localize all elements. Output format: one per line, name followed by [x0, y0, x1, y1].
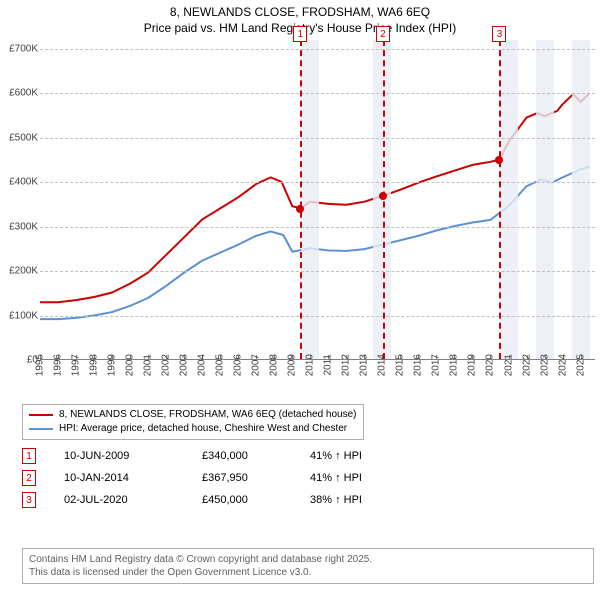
sale-delta: 41% ↑ HPI: [310, 450, 400, 462]
sale-index-box: 1: [22, 448, 36, 464]
legend-item: 8, NEWLANDS CLOSE, FRODSHAM, WA6 6EQ (de…: [29, 408, 357, 422]
sale-delta: 41% ↑ HPI: [310, 472, 400, 484]
legend-swatch: [29, 414, 53, 416]
y-gridline: [40, 182, 595, 183]
sale-date: 10-JUN-2009: [64, 450, 174, 462]
shaded-band: [499, 40, 517, 359]
y-gridline: [40, 49, 595, 50]
x-axis-label: 2003: [179, 354, 190, 376]
attribution-footer: Contains HM Land Registry data © Crown c…: [22, 548, 594, 584]
table-row: 2 10-JAN-2014 £367,950 41% ↑ HPI: [22, 467, 400, 489]
sale-marker-box: 2: [376, 26, 390, 42]
plot-region: £0£100K£200K£300K£400K£500K£600K£700K199…: [40, 40, 595, 360]
title-address: 8, NEWLANDS CLOSE, FRODSHAM, WA6 6EQ: [0, 4, 600, 20]
x-axis-label: 2023: [539, 354, 550, 376]
y-axis-label: £200K: [0, 266, 38, 277]
x-axis-label: 1997: [71, 354, 82, 376]
x-axis-label: 2015: [395, 354, 406, 376]
sale-dot: [379, 192, 387, 200]
legend-label: 8, NEWLANDS CLOSE, FRODSHAM, WA6 6EQ (de…: [59, 408, 357, 422]
y-axis-label: £300K: [0, 221, 38, 232]
x-axis-label: 2007: [251, 354, 262, 376]
table-row: 1 10-JUN-2009 £340,000 41% ↑ HPI: [22, 445, 400, 467]
x-axis-label: 1998: [89, 354, 100, 376]
footer-line: Contains HM Land Registry data © Crown c…: [29, 553, 587, 566]
x-axis-label: 2008: [269, 354, 280, 376]
y-gridline: [40, 138, 595, 139]
x-axis-label: 2005: [215, 354, 226, 376]
sale-date: 02-JUL-2020: [64, 494, 174, 506]
y-gridline: [40, 271, 595, 272]
x-axis-label: 2021: [503, 354, 514, 376]
sale-marker-box: 1: [293, 26, 307, 42]
sale-price: £340,000: [202, 450, 282, 462]
x-axis-label: 1995: [35, 354, 46, 376]
legend: 8, NEWLANDS CLOSE, FRODSHAM, WA6 6EQ (de…: [22, 404, 364, 440]
sale-index-box: 3: [22, 492, 36, 508]
x-axis-label: 2006: [233, 354, 244, 376]
y-axis-label: £700K: [0, 43, 38, 54]
sale-marker-box: 3: [492, 26, 506, 42]
footer-line: This data is licensed under the Open Gov…: [29, 566, 587, 579]
y-gridline: [40, 93, 595, 94]
shaded-band: [301, 40, 319, 359]
sale-dot: [495, 156, 503, 164]
x-axis-label: 2001: [143, 354, 154, 376]
y-axis-label: £400K: [0, 177, 38, 188]
sale-index-box: 2: [22, 470, 36, 486]
x-axis-label: 2017: [431, 354, 442, 376]
y-axis-label: £500K: [0, 132, 38, 143]
x-axis-label: 2020: [485, 354, 496, 376]
y-gridline: [40, 227, 595, 228]
sales-table: 1 10-JUN-2009 £340,000 41% ↑ HPI 2 10-JA…: [22, 445, 400, 511]
x-axis-label: 2012: [341, 354, 352, 376]
y-axis-label: £600K: [0, 88, 38, 99]
sale-date: 10-JAN-2014: [64, 472, 174, 484]
legend-swatch: [29, 428, 53, 430]
sale-delta: 38% ↑ HPI: [310, 494, 400, 506]
sale-dot: [296, 205, 304, 213]
x-axis-label: 2016: [413, 354, 424, 376]
sale-marker-line: [499, 40, 501, 359]
x-axis-label: 1996: [53, 354, 64, 376]
shaded-band: [536, 40, 554, 359]
chart-area: £0 £100K £200K £300K £400K £500K £600K £700K 199…: [0, 40, 600, 400]
x-axis-label: 2004: [197, 354, 208, 376]
figure-container: 8, NEWLANDS CLOSE, FRODSHAM, WA6 6EQ Pri…: [0, 0, 600, 590]
table-row: 3 02-JUL-2020 £450,000 38% ↑ HPI: [22, 489, 400, 511]
x-axis-label: 2000: [125, 354, 136, 376]
x-axis-label: 2009: [287, 354, 298, 376]
sale-price: £450,000: [202, 494, 282, 506]
y-axis-label: £0: [0, 355, 38, 366]
sale-marker-line: [300, 40, 302, 359]
y-gridline: [40, 316, 595, 317]
x-axis-label: 2025: [575, 354, 586, 376]
x-axis-label: 2002: [161, 354, 172, 376]
x-axis-label: 2018: [449, 354, 460, 376]
x-axis-label: 2013: [359, 354, 370, 376]
x-axis-label: 2010: [305, 354, 316, 376]
shaded-band: [572, 40, 590, 359]
x-axis-label: 1999: [107, 354, 118, 376]
sale-price: £367,950: [202, 472, 282, 484]
y-axis-label: £100K: [0, 310, 38, 321]
x-axis-label: 2024: [557, 354, 568, 376]
x-axis-label: 2019: [467, 354, 478, 376]
x-axis-label: 2022: [521, 354, 532, 376]
legend-label: HPI: Average price, detached house, Ches…: [59, 422, 347, 436]
x-axis-label: 2011: [323, 354, 334, 376]
legend-item: HPI: Average price, detached house, Ches…: [29, 422, 357, 436]
